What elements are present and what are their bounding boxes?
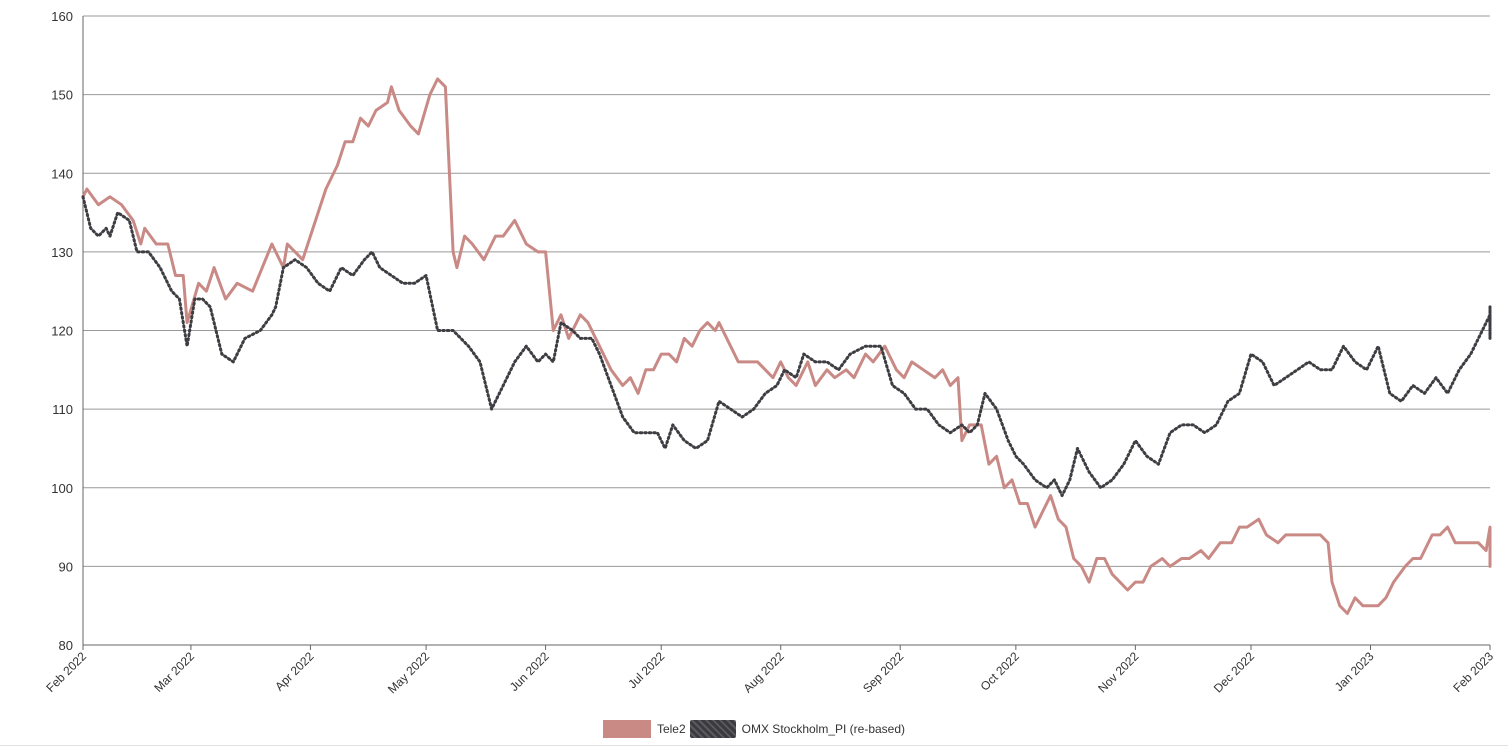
legend-item-tele2[interactable]: Tele2 — [602, 720, 686, 738]
y-tick-label: 140 — [51, 166, 73, 181]
y-tick-label: 120 — [51, 324, 73, 339]
legend: Tele2 OMX Stockholm_PI (re-based) — [0, 718, 1508, 740]
x-tick-label: Jun 2022 — [507, 649, 552, 694]
y-tick-label: 100 — [51, 481, 73, 496]
x-tick-label: Feb 2022 — [43, 649, 89, 695]
line-chart: 80 90 100 110 120 130 140 150 160 Feb 2022 Mar 20… — [43, 9, 1496, 696]
y-gridlines — [83, 15, 1490, 646]
y-tick-label: 150 — [51, 88, 73, 103]
x-tick-label: Oct 2022 — [978, 649, 1023, 694]
series-lines — [81, 77, 1492, 615]
x-tick-label: Nov 2022 — [1095, 649, 1141, 695]
x-tick-label: Feb 2023 — [1450, 649, 1496, 695]
y-tick-label: 160 — [51, 9, 73, 24]
x-tick-label: Apr 2022 — [272, 649, 317, 694]
legend-label-omx: OMX Stockholm_PI (re-based) — [741, 722, 906, 736]
x-tick-label: Mar 2022 — [151, 649, 197, 695]
x-tick-label: Sep 2022 — [860, 649, 906, 695]
series-line-tele2 — [81, 77, 1492, 615]
y-tick-label: 130 — [51, 245, 73, 260]
legend-swatch-omx — [689, 720, 736, 738]
x-tick-label: Jul 2022 — [625, 649, 667, 691]
x-tick-label: May 2022 — [385, 649, 432, 696]
x-tick-label: Dec 2022 — [1211, 649, 1257, 695]
x-axis: Feb 2022 Mar 2022 Apr 2022 May 2022 Jun 2022… — [43, 645, 1496, 696]
series-line-omx — [81, 195, 1492, 498]
bottom-divider — [0, 745, 1508, 746]
x-tick-label: Aug 2022 — [741, 649, 787, 695]
y-tick-label: 90 — [59, 559, 73, 574]
legend-label-tele2: Tele2 — [656, 722, 686, 736]
legend-swatch-tele2 — [602, 720, 651, 738]
y-tick-label: 110 — [52, 402, 73, 417]
y-tick-label: 80 — [59, 638, 73, 653]
y-axis: 80 90 100 110 120 130 140 150 160 — [51, 9, 84, 653]
x-tick-label: Jan 2023 — [1332, 649, 1377, 694]
legend-item-omx[interactable]: OMX Stockholm_PI (re-based) — [689, 720, 906, 738]
